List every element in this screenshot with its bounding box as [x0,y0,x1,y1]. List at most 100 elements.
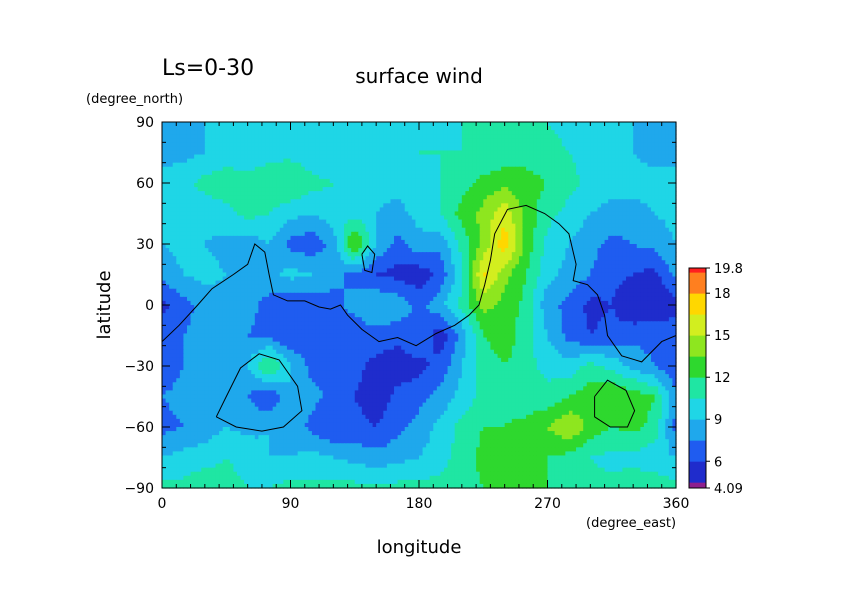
field-cell [394,252,399,257]
field-cell [201,235,206,241]
field-cell [654,256,659,261]
field-cell [433,130,438,135]
field-cell [668,122,674,127]
field-cell [179,219,185,225]
field-cell [604,199,609,204]
field-cell [608,223,613,229]
field-cell [386,231,392,237]
field-cell [304,142,309,147]
field-cell [269,252,274,257]
field-cell [226,187,231,192]
field-cell [629,154,634,160]
field-cell [601,162,606,168]
field-cell [176,239,181,245]
field-cell [408,231,413,237]
field-cell [522,146,527,152]
field-cell [411,207,417,213]
field-cell [401,211,406,217]
field-cell [408,199,413,204]
field-cell [547,162,552,168]
field-cell [186,256,192,261]
field-cell [622,174,627,180]
field-cell [658,170,663,176]
field-cell [554,239,559,245]
field-cell [326,223,331,229]
field-cell [486,223,491,229]
field-cell [190,142,195,147]
field-cell [311,130,317,135]
field-cell [229,146,234,152]
field-cell [379,134,384,139]
field-cell [351,130,356,135]
field-cell [336,126,342,131]
field-cell [522,158,527,164]
field-cell [201,203,206,208]
field-cell [522,239,527,245]
field-cell [308,219,313,225]
field-cell [369,223,374,229]
field-cell [622,162,627,168]
field-cell [276,231,281,237]
field-cell [529,244,534,249]
field-cell [265,146,270,152]
field-cell [283,223,288,229]
field-cell [315,211,320,217]
field-cell [551,235,556,241]
field-cell [233,158,238,164]
field-cell [461,166,466,172]
field-cell [322,211,327,217]
field-cell [219,126,224,131]
field-cell [301,162,306,168]
field-cell [169,219,174,225]
field-cell [522,187,527,192]
field-cell [329,260,334,265]
field-cell [522,252,527,257]
field-cell [286,239,292,245]
field-cell [633,170,638,176]
field-cell [394,150,399,156]
field-cell [329,239,334,245]
field-cell [536,183,541,188]
field-cell [672,227,677,233]
field-cell [358,170,363,176]
field-cell [244,178,249,184]
field-cell [626,199,631,204]
field-cell [386,126,392,131]
field-cell [286,195,292,200]
field-cell [254,248,259,253]
field-cell [629,223,634,229]
field-cell [390,211,395,217]
field-cell [204,252,209,257]
field-cell [501,134,506,139]
field-cell [269,150,274,156]
field-cell [215,207,220,213]
field-cell [611,223,616,229]
field-cell [572,207,577,213]
field-cell [543,158,549,164]
field-cell [508,134,513,139]
field-cell [526,235,531,241]
field-cell [372,215,377,221]
field-cell [361,235,367,241]
field-cell [240,211,245,217]
field-cell [265,195,270,200]
field-cell [429,146,434,152]
field-cell [647,187,652,192]
field-cell [283,195,288,200]
field-cell [533,126,538,131]
field-cell [658,166,663,172]
field-cell [319,191,324,196]
field-cell [347,166,352,172]
field-cell [208,223,213,229]
field-cell [304,260,309,265]
field-cell [265,138,270,143]
field-cell [633,219,638,225]
field-cell [651,162,656,168]
field-cell [590,126,595,131]
field-cell [319,211,324,217]
field-cell [194,150,199,156]
field-cell [497,174,502,180]
field-cell [633,142,638,147]
field-cell [661,211,666,217]
field-cell [504,150,509,156]
